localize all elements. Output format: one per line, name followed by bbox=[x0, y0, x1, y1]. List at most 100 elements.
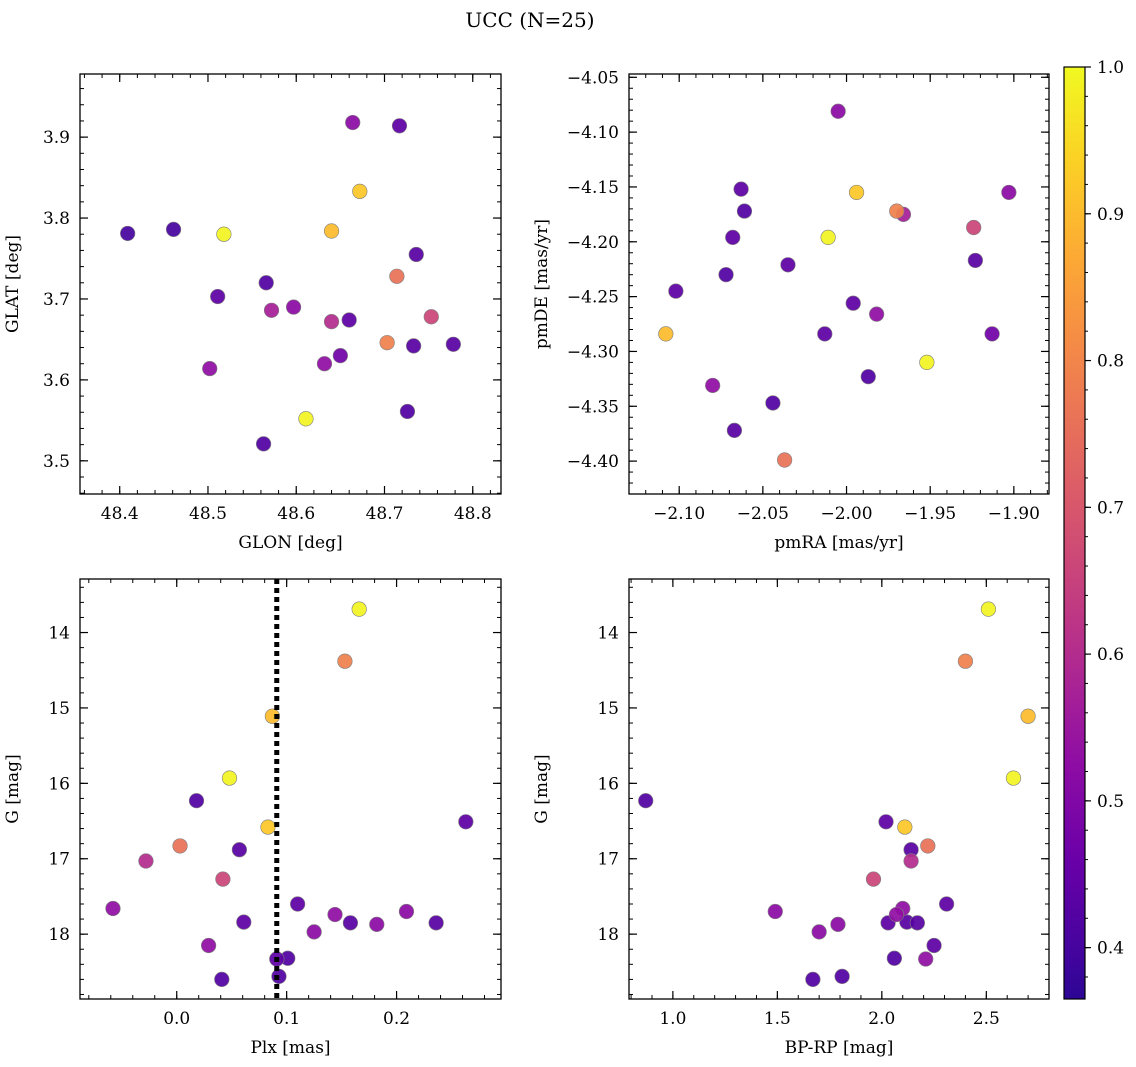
data-point bbox=[323, 314, 340, 330]
data-point bbox=[889, 203, 905, 219]
y-tick-label: −4.10 bbox=[567, 123, 619, 143]
data-point bbox=[172, 838, 188, 854]
data-point bbox=[705, 377, 721, 394]
data-point bbox=[458, 814, 474, 830]
y-tick-label: −4.05 bbox=[567, 68, 619, 88]
y-axis-label: G [mag] bbox=[532, 754, 552, 823]
colorbar-gradient bbox=[1063, 66, 1086, 1000]
data-point bbox=[638, 793, 654, 809]
data-layer bbox=[120, 114, 461, 452]
x-tick-label: 0.0 bbox=[163, 1009, 190, 1029]
data-point bbox=[765, 395, 781, 411]
data-point bbox=[920, 838, 936, 854]
x-tick-label: 1.5 bbox=[764, 1009, 791, 1029]
data-point bbox=[290, 896, 306, 912]
data-point bbox=[865, 871, 882, 887]
y-axis-label: G [mag] bbox=[3, 754, 23, 823]
y-tick-label: 14 bbox=[48, 624, 70, 644]
y-tick-label: 17 bbox=[597, 850, 619, 870]
y-tick-label: 3.8 bbox=[43, 209, 70, 229]
data-point bbox=[105, 900, 121, 917]
y-tick-label: −4.15 bbox=[567, 178, 619, 198]
y-tick-label: 16 bbox=[597, 774, 619, 794]
data-point bbox=[903, 853, 919, 869]
data-point bbox=[221, 770, 238, 786]
data-point bbox=[428, 915, 444, 931]
data-point bbox=[236, 914, 252, 930]
data-point bbox=[967, 252, 983, 269]
data-point bbox=[369, 916, 385, 932]
figure-title: UCC (N=25) bbox=[465, 8, 594, 32]
x-axis-label: pmRA [mas/yr] bbox=[774, 533, 903, 553]
data-point bbox=[869, 306, 885, 322]
y-tick-label: −4.30 bbox=[567, 342, 619, 362]
x-tick-label: 0.2 bbox=[383, 1009, 410, 1029]
x-tick-label: 1.0 bbox=[659, 1009, 686, 1029]
y-tick-label: 14 bbox=[597, 624, 619, 644]
colorbar: 0.4 0.5 0.6 0.7 0.8 0.9 1.0 bbox=[1063, 58, 1124, 1000]
x-axis-label: Plx [mas] bbox=[250, 1038, 330, 1058]
data-point bbox=[1020, 708, 1036, 724]
colorbar-tick-label: 0.7 bbox=[1097, 498, 1124, 518]
data-point bbox=[306, 924, 322, 940]
data-point bbox=[780, 257, 796, 273]
data-point bbox=[957, 653, 974, 669]
y-tick-label: 15 bbox=[48, 699, 70, 719]
x-tick-label: −2.00 bbox=[820, 504, 872, 524]
colorbar-tick-label: 0.8 bbox=[1097, 352, 1124, 372]
data-point bbox=[919, 354, 935, 371]
data-point bbox=[345, 114, 361, 131]
data-point bbox=[668, 283, 684, 299]
data-point bbox=[408, 246, 424, 263]
data-point bbox=[918, 951, 934, 967]
data-point bbox=[351, 601, 367, 617]
data-point bbox=[845, 295, 861, 311]
y-tick-label: −4.25 bbox=[567, 288, 619, 308]
data-point bbox=[201, 937, 217, 954]
data-point bbox=[725, 229, 741, 245]
data-point bbox=[886, 950, 902, 966]
y-tick-label: −4.20 bbox=[567, 233, 619, 253]
data-layer bbox=[658, 103, 1017, 468]
data-point bbox=[777, 452, 793, 468]
data-point bbox=[332, 348, 348, 364]
data-point bbox=[352, 183, 368, 199]
data-point bbox=[263, 302, 280, 318]
data-point bbox=[718, 267, 734, 283]
plot-frame bbox=[628, 73, 1050, 495]
y-tick-label: 15 bbox=[597, 699, 619, 719]
plot-frame bbox=[79, 578, 502, 1000]
y-tick-label: 3.6 bbox=[43, 371, 70, 391]
data-point bbox=[389, 268, 405, 284]
x-tick-label: 48.4 bbox=[101, 504, 139, 524]
data-point bbox=[658, 326, 674, 342]
data-point bbox=[202, 360, 218, 377]
y-tick-label: 18 bbox=[597, 925, 619, 945]
data-point bbox=[323, 223, 340, 239]
data-point bbox=[337, 653, 353, 669]
data-point bbox=[897, 819, 913, 835]
x-tick-label: 48.8 bbox=[454, 504, 492, 524]
data-point bbox=[445, 336, 461, 352]
plot-frame bbox=[79, 73, 502, 495]
data-point bbox=[231, 842, 247, 858]
panel-plx-g: 0.0 0.1 0.2 14 15 16 17 18 Plx [mas] G [mag] bbox=[3, 578, 502, 1058]
x-tick-label: −2.10 bbox=[653, 504, 705, 524]
x-tick-label: 48.5 bbox=[189, 504, 227, 524]
data-point bbox=[138, 853, 154, 869]
y-axis-label: pmDE [mas/yr] bbox=[532, 219, 552, 349]
data-point bbox=[830, 916, 846, 932]
data-point bbox=[878, 814, 894, 830]
data-point bbox=[406, 338, 422, 354]
colorbar-tick-label: 1.0 bbox=[1097, 58, 1124, 78]
data-point bbox=[423, 309, 439, 325]
colorbar-tick-label: 0.9 bbox=[1097, 205, 1124, 225]
data-point bbox=[888, 906, 905, 923]
data-point bbox=[767, 903, 783, 920]
data-point bbox=[860, 369, 876, 385]
data-point bbox=[210, 288, 226, 305]
panel-pmra-pmde: −2.10 −2.05 −2.00 −1.95 −1.90 −4.40 −4.35 −4.30… bbox=[532, 68, 1050, 553]
data-point bbox=[805, 971, 821, 987]
